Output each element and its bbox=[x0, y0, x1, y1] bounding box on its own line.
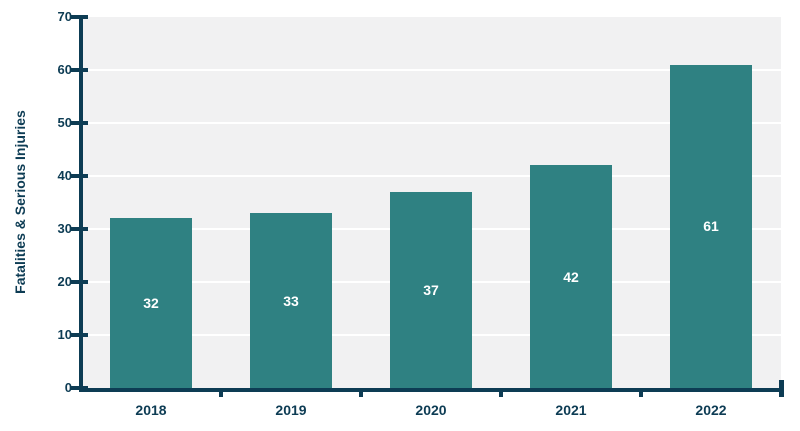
y-tick-mark-20 bbox=[70, 280, 88, 284]
x-tick-label-2020: 2020 bbox=[415, 402, 447, 418]
bar-value-label-2022: 61 bbox=[703, 218, 719, 235]
y-tick-label-0: 0 bbox=[64, 380, 72, 395]
bar-value-label-2021: 42 bbox=[563, 268, 579, 285]
bar-2018: 32 bbox=[110, 218, 192, 388]
bar-value-label-2020: 37 bbox=[423, 281, 439, 298]
y-tick-label-10: 10 bbox=[57, 327, 72, 342]
bar-2021: 42 bbox=[530, 165, 612, 388]
bar-2019: 33 bbox=[250, 213, 332, 388]
y-axis-line bbox=[79, 15, 83, 392]
bar-value-label-2019: 33 bbox=[283, 292, 299, 309]
x-axis-end-tick bbox=[779, 380, 784, 397]
y-axis-title: Fatalities & Serious Injuries bbox=[12, 110, 28, 294]
bar-2020: 37 bbox=[390, 191, 472, 388]
y-tick-label-20: 20 bbox=[57, 274, 72, 289]
x-tick-label-2021: 2021 bbox=[555, 402, 587, 418]
x-tick-label-2022: 2022 bbox=[695, 402, 727, 418]
x-tick-mark-1 bbox=[219, 388, 223, 397]
gridline-60 bbox=[81, 69, 781, 71]
x-tick-mark-3 bbox=[499, 388, 503, 397]
x-tick-label-2019: 2019 bbox=[275, 402, 307, 418]
y-tick-label-30: 30 bbox=[57, 221, 72, 236]
y-tick-mark-30 bbox=[70, 227, 88, 231]
x-axis-line bbox=[79, 388, 783, 392]
bar-value-label-2018: 32 bbox=[143, 295, 159, 312]
bar-2022: 61 bbox=[670, 64, 752, 388]
y-tick-label-50: 50 bbox=[57, 115, 72, 130]
plot-area: 32 33 37 42 61 bbox=[81, 17, 781, 388]
y-tick-mark-40 bbox=[70, 174, 88, 178]
y-tick-mark-50 bbox=[70, 121, 88, 125]
gridline-40 bbox=[81, 175, 781, 177]
y-tick-label-60: 60 bbox=[57, 62, 72, 77]
y-tick-label-70: 70 bbox=[57, 9, 72, 24]
y-tick-label-40: 40 bbox=[57, 168, 72, 183]
y-tick-mark-60 bbox=[70, 68, 88, 72]
y-tick-mark-10 bbox=[70, 333, 88, 337]
gridline-50 bbox=[81, 122, 781, 124]
y-tick-mark-70 bbox=[70, 15, 88, 19]
y-tick-mark-0 bbox=[70, 386, 88, 390]
x-tick-mark-2 bbox=[359, 388, 363, 397]
x-tick-mark-4 bbox=[639, 388, 643, 397]
x-tick-label-2018: 2018 bbox=[135, 402, 167, 418]
